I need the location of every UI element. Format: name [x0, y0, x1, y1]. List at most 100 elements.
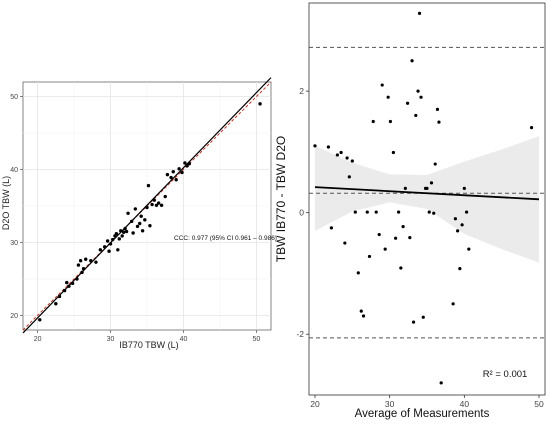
data-point: [339, 150, 343, 155]
data-point: [371, 119, 375, 124]
data-point: [433, 162, 437, 166]
y-tick-label: 20: [10, 313, 18, 320]
y-tick-label: 30: [10, 240, 18, 247]
x-tick-label: 30: [107, 336, 115, 343]
data-point: [131, 231, 135, 235]
data-point: [138, 221, 142, 226]
data-point: [145, 205, 149, 210]
data-point: [111, 237, 115, 242]
data-point: [417, 11, 422, 15]
data-point: [401, 225, 405, 229]
data-point: [169, 175, 173, 180]
data-point: [129, 219, 134, 224]
data-point: [177, 167, 181, 171]
data-point: [171, 170, 175, 174]
data-point: [187, 161, 192, 166]
data-point: [174, 178, 178, 182]
data-point: [107, 249, 111, 253]
bland-altman-frame: [308, 2, 546, 396]
data-point: [391, 150, 395, 155]
bland-altman-x-axis-label: Average of Measurements: [355, 408, 490, 420]
x-tick-label: 40: [460, 399, 470, 409]
concordance-x-axis-label: IB770 TBW (L): [119, 340, 178, 350]
data-point: [345, 156, 349, 160]
data-point: [148, 223, 152, 228]
data-point: [65, 280, 69, 285]
data-point: [159, 203, 164, 207]
data-point: [114, 232, 119, 236]
data-point: [139, 214, 143, 218]
data-point: [432, 211, 436, 215]
data-point: [165, 172, 170, 177]
data-point: [462, 186, 466, 190]
data-point: [439, 381, 443, 385]
data-point: [156, 201, 161, 205]
data-point: [78, 259, 83, 263]
data-point: [67, 284, 71, 288]
data-point: [150, 202, 154, 207]
x-tick-label: 30: [385, 399, 395, 409]
data-point: [57, 294, 62, 299]
concordance-plot-area: 20 30 40 50 20 30 40 50: [10, 77, 272, 343]
ccc-annotation: CCC: 0.977 (95% CI 0.961 – 0.986): [174, 235, 277, 242]
y-tick-label: 50: [10, 94, 18, 101]
data-point: [429, 181, 434, 185]
data-point: [313, 144, 317, 148]
data-point: [425, 186, 429, 190]
y-tick-label: 0: [299, 208, 304, 218]
data-point: [38, 318, 42, 322]
data-point: [133, 207, 138, 211]
data-point: [467, 247, 471, 251]
data-point: [353, 210, 357, 214]
concordance-panel: D2O TBW (L) IB770 TBW (L) 20 30 40 50 20 30 40…: [1, 77, 277, 350]
data-point: [388, 119, 393, 124]
data-point: [408, 235, 412, 240]
data-point: [414, 113, 418, 118]
y-tick-label: 40: [10, 167, 18, 174]
data-point: [460, 223, 464, 227]
regression-line: [314, 186, 540, 201]
data-point: [105, 239, 110, 243]
bland-altman-y-axis-label: TBW IB770 - TBW D2O: [274, 136, 288, 262]
data-point: [102, 245, 107, 249]
confidence-band: [315, 136, 539, 263]
data-point: [84, 257, 88, 261]
x-tick-label: 40: [180, 336, 188, 343]
data-point: [326, 145, 331, 149]
data-point: [377, 232, 381, 237]
data-point: [135, 224, 140, 229]
data-point: [451, 302, 455, 306]
data-point: [81, 267, 86, 271]
data-point: [386, 95, 390, 99]
data-point: [126, 211, 130, 215]
data-point: [123, 226, 127, 231]
data-point: [154, 203, 159, 207]
data-point: [350, 159, 354, 163]
data-point: [456, 229, 460, 233]
data-point: [75, 277, 79, 281]
data-point: [464, 210, 469, 214]
data-point: [411, 320, 416, 324]
data-point: [180, 170, 184, 175]
data-point: [140, 229, 145, 233]
bland-altman-plot-area: 20 30 40 50 -2 0 2: [296, 11, 545, 409]
data-point: [70, 281, 75, 286]
data-point: [359, 309, 363, 313]
data-point: [421, 315, 425, 319]
data-point: [361, 314, 366, 318]
data-point: [185, 164, 189, 168]
data-point: [435, 107, 440, 111]
data-point: [335, 153, 339, 157]
data-point: [427, 210, 431, 214]
data-point: [121, 230, 126, 234]
x-tick-label: 50: [253, 336, 261, 343]
data-point: [117, 237, 121, 241]
data-point: [356, 271, 360, 275]
data-point: [124, 229, 129, 234]
data-point: [453, 217, 457, 221]
data-point: [397, 210, 401, 214]
data-point: [410, 59, 414, 63]
data-point: [399, 266, 403, 270]
data-point: [367, 254, 372, 259]
